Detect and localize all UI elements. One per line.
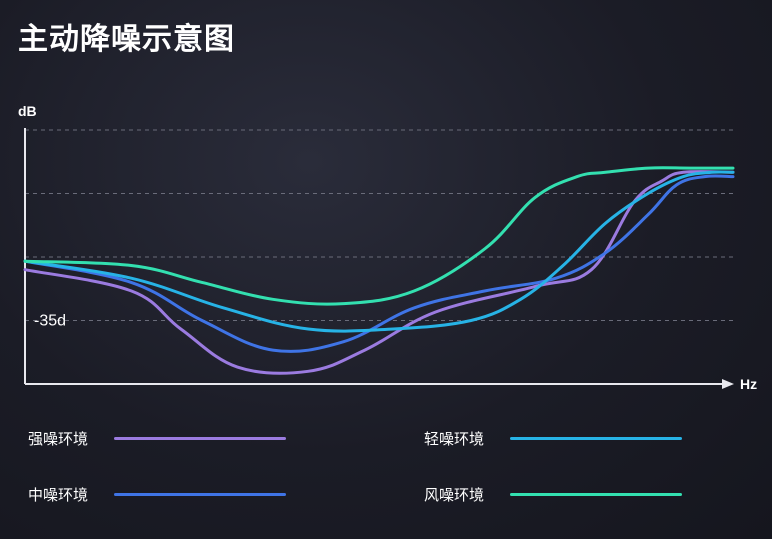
legend-swatch-strong xyxy=(114,437,286,440)
series-line-medium xyxy=(23,174,735,353)
legend-item-medium: 中噪环境 xyxy=(28,484,286,505)
y-tick-label: -35d xyxy=(34,313,66,330)
legend-item-wind: 风噪环境 xyxy=(424,484,682,505)
legend-label-medium: 中噪环境 xyxy=(28,487,89,504)
legend-swatch-medium xyxy=(114,493,286,496)
grid xyxy=(25,129,733,321)
series-line-wind xyxy=(23,166,735,306)
legend-label-light: 轻噪环境 xyxy=(424,431,485,448)
series-group xyxy=(23,166,735,375)
legend-item-light: 轻噪环境 xyxy=(424,428,682,449)
x-axis-arrow xyxy=(722,379,734,389)
x-axis-label: Hz xyxy=(740,376,757,392)
axes xyxy=(24,128,734,389)
legend-label-wind: 风噪环境 xyxy=(424,487,485,504)
legend-swatch-light xyxy=(510,437,682,440)
legend-item-strong: 强噪环境 xyxy=(28,428,286,449)
y-axis-label: dB xyxy=(18,103,37,119)
series-line-strong xyxy=(23,170,735,375)
series-line-light xyxy=(23,170,735,333)
legend-label-strong: 强噪环境 xyxy=(28,431,89,448)
legend-swatch-wind xyxy=(510,493,682,496)
chart-title: 主动降噪示意图 xyxy=(18,23,235,56)
